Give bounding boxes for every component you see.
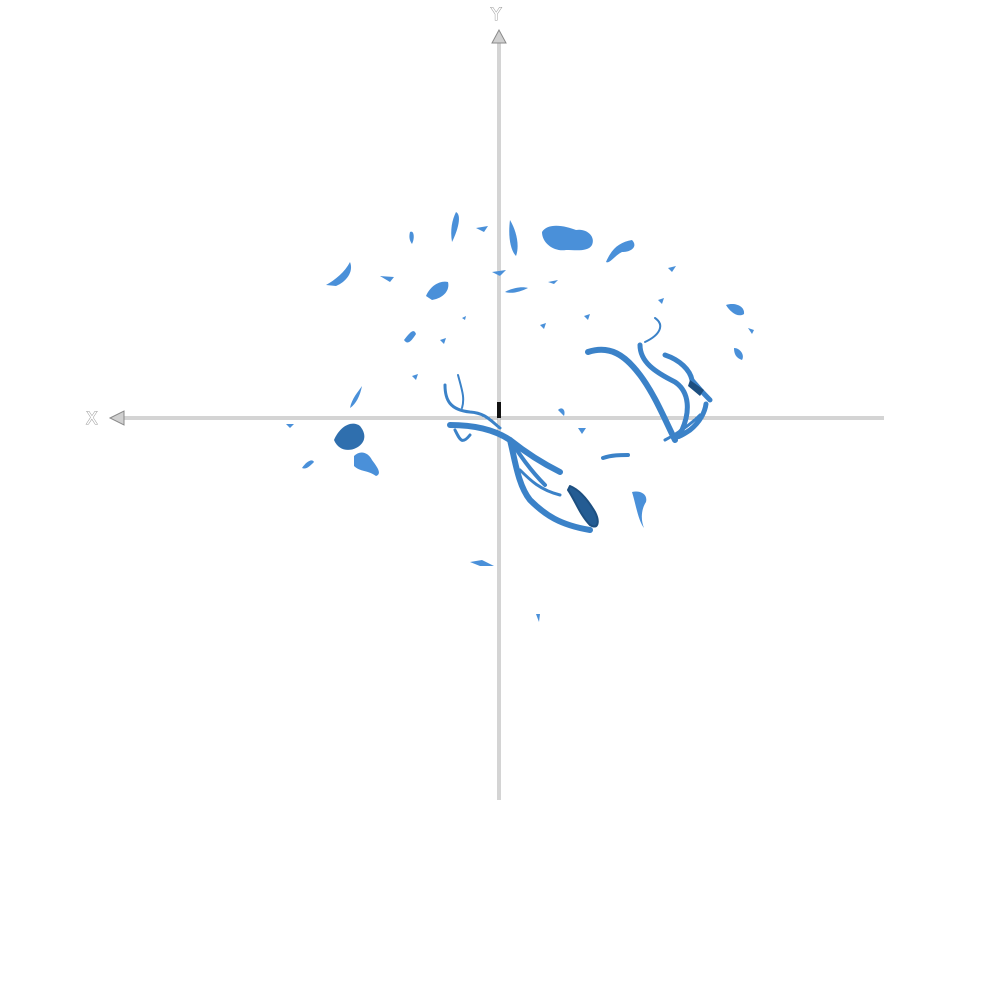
x-axis-arrow-icon — [108, 410, 125, 426]
vessel-branch-right — [585, 317, 713, 460]
x-axis-label: X — [86, 409, 98, 429]
y-axis-arrow-icon — [491, 28, 507, 44]
x-axis: X — [86, 409, 884, 430]
vessel-branch-center — [443, 374, 593, 533]
vessel-blob-left — [334, 423, 365, 450]
vessel-junction-dark — [688, 380, 704, 396]
y-axis: Y — [490, 5, 507, 800]
vessel-fragments — [286, 212, 754, 622]
vessel-model[interactable] — [286, 212, 754, 622]
vessel-node-dark — [567, 485, 599, 528]
y-axis-label: Y — [490, 5, 502, 25]
origin-marker — [497, 402, 501, 418]
